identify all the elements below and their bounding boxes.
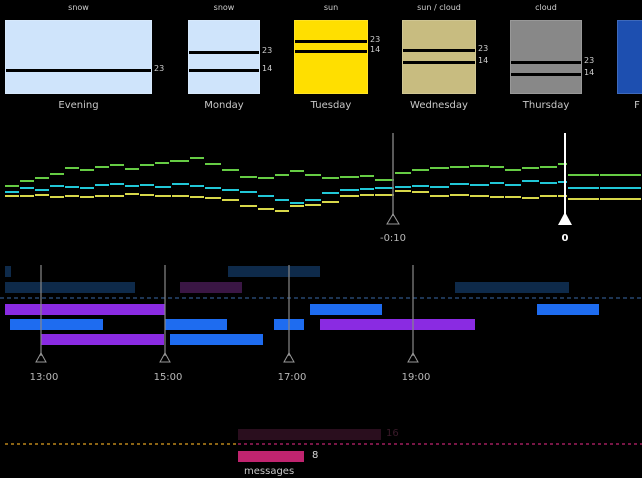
weather-day-name: Thursday bbox=[522, 100, 570, 111]
time-label-15: 15:00 bbox=[153, 372, 183, 383]
high-temp-line bbox=[189, 51, 259, 54]
weather-day-monday[interactable]: snow 23 14 Monday bbox=[188, 0, 280, 120]
low-temp-line bbox=[189, 69, 259, 72]
weather-day-f[interactable]: F bbox=[617, 0, 642, 120]
low-temp-label: 14 bbox=[584, 68, 595, 77]
high-temp-label: 23 bbox=[584, 56, 595, 65]
weather-day-thursday[interactable]: cloud 23 14 Thursday bbox=[510, 0, 602, 120]
calendar-event-4 bbox=[455, 282, 569, 293]
time-marker-triangle-2 bbox=[283, 351, 295, 363]
weather-day-name: F bbox=[634, 100, 640, 111]
weather-condition: sun / cloud bbox=[417, 3, 461, 12]
calendar-event-7 bbox=[537, 304, 599, 315]
calendar-event-12 bbox=[41, 334, 164, 345]
weather-color-box bbox=[617, 20, 642, 94]
high-temp-label: 23 bbox=[262, 46, 273, 55]
time-marker-triangle-1 bbox=[159, 351, 171, 363]
calendar-event-5 bbox=[5, 304, 165, 315]
weather-color-box bbox=[510, 20, 582, 94]
weather-condition: snow bbox=[213, 3, 235, 12]
low-temp-label: 14 bbox=[262, 64, 273, 73]
calendar-event-2 bbox=[5, 282, 135, 293]
calendar-event-6 bbox=[310, 304, 382, 315]
weather-condition: snow bbox=[68, 3, 89, 12]
now-marker-triangle bbox=[558, 212, 572, 225]
messages-label[interactable]: messages bbox=[244, 466, 295, 477]
weather-color-box bbox=[402, 20, 476, 94]
weather-day-evening[interactable]: snow 23 Evening bbox=[5, 0, 172, 120]
now-marker-label: 0 bbox=[561, 233, 569, 244]
calendar-event-1 bbox=[228, 266, 320, 277]
weather-day-name: Monday bbox=[204, 100, 244, 111]
weather-condition: cloud bbox=[535, 3, 557, 12]
weather-day-wednesday[interactable]: sun / cloud 23 14 Wednesday bbox=[402, 0, 496, 120]
high-temp-line bbox=[295, 40, 367, 43]
high-temp-line bbox=[403, 49, 475, 52]
time-label-19: 19:00 bbox=[401, 372, 431, 383]
weather-day-name: Evening bbox=[58, 100, 99, 111]
weather-day-name: Wednesday bbox=[410, 100, 468, 111]
high-temp-label: 23 bbox=[370, 35, 381, 44]
calendar-event-3 bbox=[180, 282, 242, 293]
low-temp-line bbox=[403, 61, 475, 64]
calendar-event-0 bbox=[5, 266, 11, 277]
offset-marker-triangle bbox=[386, 213, 400, 225]
faded-message-bar bbox=[238, 429, 381, 440]
message-count: 8 bbox=[312, 450, 319, 461]
time-label-17: 17:00 bbox=[277, 372, 307, 383]
low-temp-label: 14 bbox=[478, 56, 489, 65]
faded-message-count: 16 bbox=[386, 428, 399, 439]
weather-condition: sun bbox=[323, 3, 339, 12]
low-temp-label: 23 bbox=[154, 64, 165, 73]
high-temp-label: 23 bbox=[478, 44, 489, 53]
calendar-event-13 bbox=[170, 334, 263, 345]
weather-day-name: Tuesday bbox=[310, 100, 352, 111]
calendar-event-8 bbox=[10, 319, 103, 330]
time-marker-triangle-0 bbox=[35, 351, 47, 363]
time-label-13: 13:00 bbox=[29, 372, 59, 383]
low-temp-line bbox=[511, 73, 581, 76]
time-marker-triangle-3 bbox=[407, 351, 419, 363]
calendar-event-9 bbox=[165, 319, 227, 330]
low-temp-label: 14 bbox=[370, 45, 381, 54]
low-temp-line bbox=[6, 69, 151, 72]
weather-color-box bbox=[294, 20, 368, 94]
calendar-event-11 bbox=[320, 319, 475, 330]
high-temp-line bbox=[511, 61, 581, 64]
weather-day-tuesday[interactable]: sun 23 14 Tuesday bbox=[294, 0, 388, 120]
weather-color-box bbox=[5, 20, 152, 94]
offset-marker-label: -0:10 bbox=[379, 233, 407, 244]
message-bar bbox=[238, 451, 304, 462]
weather-color-box bbox=[188, 20, 260, 94]
low-temp-line bbox=[295, 50, 367, 53]
